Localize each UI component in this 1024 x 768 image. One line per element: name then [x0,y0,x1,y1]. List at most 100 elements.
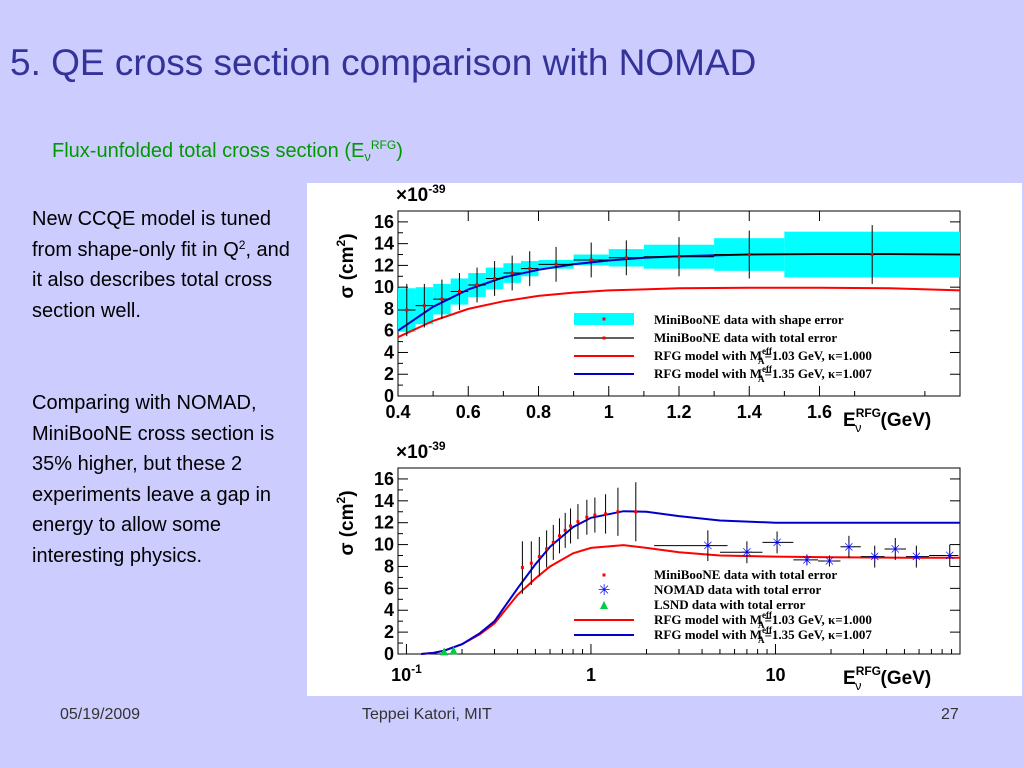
y-axis-label-sup: 2 [334,239,348,246]
y-tick-label: 10 [374,535,394,555]
nomad-point: ✳ [843,540,855,556]
legend-label: RFG model with Meff A=1.03 GeV, κ=1.000 [654,346,872,366]
y-tick-label: 8 [384,556,394,576]
para1-text: New CCQE model is tuned from shape-only … [32,208,271,261]
scale-exponent: -39 [428,439,446,453]
legend-label: MiniBooNE data with total error [654,567,837,582]
legend-label-sub: A [758,374,765,384]
x-axis-label-unit: (GeV) [881,668,932,689]
y-tick-label: 6 [384,578,394,598]
miniboone-point [545,547,549,551]
y-tick-label: 2 [384,622,394,642]
x-axis-label-sub: ν [855,678,862,693]
y-tick-label: 6 [384,321,394,341]
lsnd-point [440,647,449,656]
miniboone-point [870,253,874,257]
y-tick-label: 4 [384,342,394,362]
miniboone-point [440,297,444,301]
legend-label-sup: eff [762,364,773,374]
miniboone-point [585,515,589,519]
y-axis-label-close: ) [337,490,358,496]
x-tick-label-sup: -1 [411,662,422,676]
legend-label-rest: =1.03 GeV, κ=1.000 [764,348,871,363]
miniboone-point [510,271,514,275]
x-tick-label: 10 [765,665,785,685]
x-axis-label: ERFG ν (GeV) [843,664,931,693]
y-tick-label: 12 [374,255,394,275]
y-tick-label: 2 [384,364,394,384]
legend-label: LSND data with total error [654,597,806,612]
miniboone-point [593,513,597,517]
rfg-135-curve [397,253,961,332]
legend-label: MiniBooNE data with total error [654,330,837,345]
miniboone-point [457,290,461,294]
para1-text2: , and it also describes total cross sect… [32,238,290,322]
miniboone-point [554,262,558,266]
x-tick-label: 1 [586,665,596,685]
x-tick-label: 10-1 [391,662,422,685]
legend-label-sup: eff [762,346,773,356]
subtitle-text: Flux-unfolded total cross section (E [52,140,365,162]
nomad-point: ✳ [824,554,836,570]
miniboone-point [563,528,567,532]
miniboone-point [551,540,555,544]
y-tick-label: 0 [384,386,394,406]
miniboone-point [405,308,409,312]
chart-panel: 0 2 4 6 8 10 12 14 16 0.4 0.6 0.8 1 1.2 1.4 1.6 ×10-39 σ … [307,183,1022,696]
scale-exponent: -39 [428,183,446,196]
footer-page-number: 27 [941,706,959,723]
x-tick-label: 1.2 [666,402,691,422]
miniboone-point [589,258,593,262]
y-tick-label: 14 [374,234,394,254]
x-tick-label: 0.4 [385,402,410,422]
x-tick-label: 1 [604,402,614,422]
nomad-point: ✳ [702,539,714,555]
y-tick-label: 0 [384,644,394,664]
miniboone-point [557,534,561,538]
miniboone-point [537,555,541,559]
nomad-point: ✳ [910,550,922,566]
legend-label: RFG model with Meff A=1.35 GeV, κ=1.007 [654,364,872,384]
scale-label: ×10-39 [396,439,446,463]
nomad-point: ✳ [944,549,956,565]
nomad-point: ✳ [869,550,881,566]
miniboone-point [569,524,573,528]
x-tick-label: 1.6 [807,402,832,422]
miniboone-point [634,510,638,514]
nomad-point: ✳ [771,535,783,551]
slide-title: 5. QE cross section comparison with NOMA… [10,42,757,83]
nomad-point: ✳ [889,542,901,558]
subtitle-sup: RFG [370,138,397,152]
y-tick-label: 12 [374,513,394,533]
x-tick-label: 0.8 [526,402,551,422]
miniboone-point [616,510,620,514]
legend-label-sub: A [758,635,765,645]
y-axis-label-close: ) [337,233,358,239]
miniboone-point [624,256,628,260]
body-paragraph-2: Comparing with NOMAD, MiniBooNE cross se… [32,392,275,567]
legend-label-sub: A [758,356,765,366]
legend-label-sup: eff [762,610,773,620]
x-axis-label: ERFG ν (GeV) [843,406,931,435]
subtitle-sub: ν [364,149,371,164]
scale-label: ×10-39 [396,183,446,206]
subtitle-close: ) [396,140,403,162]
miniboone-point [493,276,497,280]
legend-blue-star: ✳ [598,581,611,599]
legend-label-rest: =1.35 GeV, κ=1.007 [764,627,872,642]
miniboone-point [520,566,524,570]
nomad-point: ✳ [801,553,813,569]
y-tick-label: 10 [374,277,394,297]
miniboone-point [528,267,532,271]
x-tick-label: 0.6 [456,402,481,422]
y-axis-label: σ (cm2) [334,490,358,555]
rfg-135-curve [421,510,960,655]
y-tick-label: 16 [374,212,394,232]
legend-label-sup: eff [762,625,773,635]
miniboone-point [475,283,479,287]
x-axis-label-sup: RFG [856,406,881,420]
x-tick-label: 1.4 [737,402,762,422]
miniboone-point [604,512,608,516]
para1-sup: 2 [238,237,246,252]
